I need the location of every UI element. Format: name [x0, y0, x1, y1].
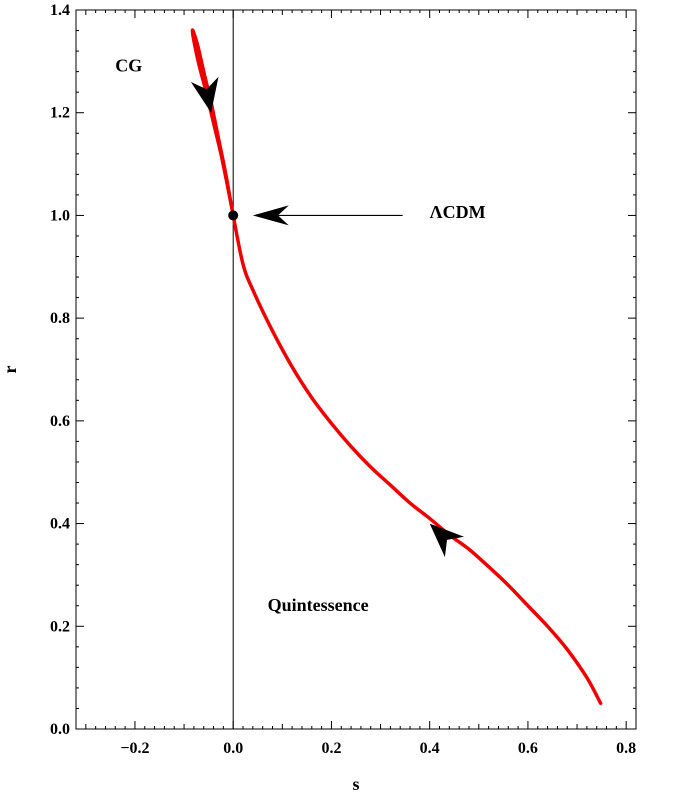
annotation-label: Quintessence [268, 595, 369, 615]
y-tick-label: 0.0 [50, 721, 70, 738]
y-axis-ticks: 0.0 0.2 0.4 0.6 0.8 1.0 1.2 1.4 [50, 2, 636, 738]
series-line [190, 28, 603, 706]
x-tick-label: −0.2 [120, 740, 149, 757]
x-axis-title: s [352, 774, 359, 794]
lcdm-pointer-arrow [252, 205, 403, 226]
direction-arrows [190, 76, 464, 558]
x-tick-label: 0.2 [321, 740, 341, 757]
y-tick-label: 0.4 [50, 516, 70, 533]
y-tick-label: 0.8 [50, 310, 70, 327]
x-tick-label: 0.4 [420, 740, 440, 757]
direction-arrowhead [429, 523, 464, 558]
y-tick-label: 0.2 [50, 618, 70, 635]
direction-arrowhead [190, 76, 219, 113]
annotations: CG ΛCDM Quintessence [115, 56, 485, 615]
annotation-label: ΛCDM [430, 202, 486, 222]
plot-frame [75, 9, 637, 730]
pointer-arrowhead [252, 205, 289, 226]
x-tick-label: 0.0 [223, 740, 243, 757]
x-tick-label: 0.6 [518, 740, 538, 757]
x-tick-label: 0.8 [616, 740, 636, 757]
y-axis-title: r [0, 366, 20, 374]
y-tick-label: 0.6 [50, 413, 70, 430]
y-tick-label: 1.0 [50, 207, 70, 224]
x-axis-ticks: −0.2 0.0 0.2 0.4 0.6 0.8 [85, 10, 636, 757]
lcdm-point [228, 210, 239, 221]
y-tick-label: 1.4 [50, 2, 70, 19]
annotation-label: CG [115, 56, 142, 76]
y-tick-label: 1.2 [50, 105, 70, 122]
